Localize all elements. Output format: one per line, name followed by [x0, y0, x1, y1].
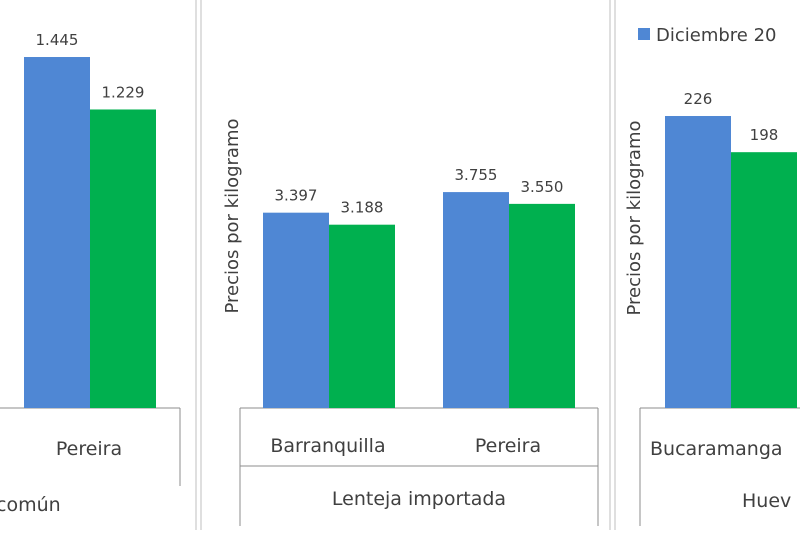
bar-barranquilla-series-2 [329, 224, 395, 408]
data-label: 1.229 [102, 83, 145, 101]
data-label: 3.188 [341, 199, 384, 217]
bar-pereira-series-2 [509, 203, 575, 408]
panel-frame-3 [614, 0, 616, 534]
category-label: Pereira [475, 435, 541, 457]
panel-frame-1 [195, 0, 197, 534]
bar-barranquilla-series-1 [263, 212, 329, 408]
category-label: Pereira [56, 438, 122, 460]
legend-label: Diciembre 20 [656, 25, 777, 46]
chart-marks: 1.445 1.229 3.397 3.188 3.755 3.550 226 198 [24, 31, 797, 409]
product-label: Huev [742, 490, 791, 512]
product-label: Lenteja importada [332, 488, 506, 510]
bar-bucaramanga-series-2 [731, 152, 797, 408]
panel-frame-2 [200, 0, 611, 534]
product-label: común [0, 494, 61, 516]
data-label: 198 [750, 126, 779, 144]
bar-pereira-series-2 [90, 109, 156, 409]
y-axis-label-2: Precios por kilogramo [222, 118, 243, 313]
data-label: 3.550 [521, 178, 564, 196]
bar-pereira-series-1 [24, 57, 90, 409]
bar-bucaramanga-series-1 [665, 116, 731, 409]
data-label: 3.397 [275, 187, 318, 205]
data-label: 1.445 [36, 31, 79, 49]
category-label: Bucaramanga [650, 438, 783, 460]
data-label: 3.755 [455, 166, 498, 184]
y-axis-label-3: Precios por kilogramo [624, 120, 645, 315]
bar-pereira-series-1 [443, 192, 509, 408]
category-label: Barranquilla [270, 435, 385, 457]
legend-swatch [638, 28, 650, 40]
data-label: 226 [684, 90, 713, 108]
